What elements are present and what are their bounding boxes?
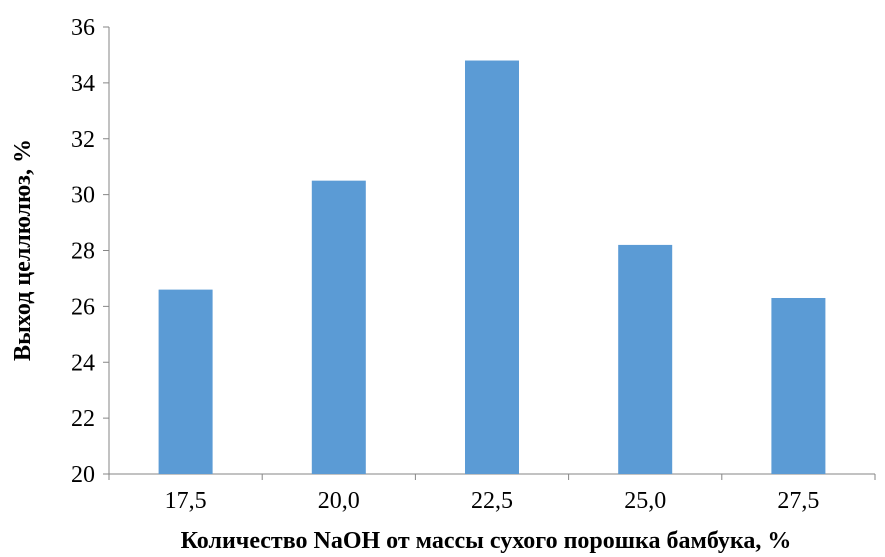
y-tick-label: 32 bbox=[71, 127, 95, 153]
y-tick-label: 28 bbox=[71, 239, 95, 265]
bar-series bbox=[158, 60, 826, 475]
x-tick-label: 25,0 bbox=[624, 488, 666, 514]
y-tick-label: 20 bbox=[71, 462, 95, 488]
x-axis-title: Количество NaOH от массы сухого порошка … bbox=[181, 528, 792, 554]
x-axis: 17,5 20,0 22,5 25,0 27,5 bbox=[108, 473, 876, 514]
bar bbox=[158, 289, 213, 474]
bar bbox=[618, 244, 673, 474]
y-axis-title: Выход целлюлюз, % bbox=[10, 139, 36, 361]
y-axis: 20 22 24 26 28 30 32 34 36 bbox=[71, 15, 110, 488]
bar bbox=[771, 297, 826, 474]
bar bbox=[465, 60, 519, 475]
y-tick-label: 34 bbox=[71, 71, 95, 97]
y-tick-label: 26 bbox=[71, 294, 95, 320]
x-tick-label: 27,5 bbox=[777, 488, 819, 514]
x-tick-label: 22,5 bbox=[471, 488, 513, 514]
y-tick-label: 30 bbox=[71, 183, 95, 209]
y-tick-label: 22 bbox=[71, 406, 95, 432]
x-tick-label: 17,5 bbox=[165, 488, 207, 514]
y-tick-label: 36 bbox=[71, 15, 95, 41]
x-tick-label: 20,0 bbox=[318, 488, 360, 514]
bar bbox=[311, 180, 366, 474]
y-tick-label: 24 bbox=[71, 350, 95, 376]
